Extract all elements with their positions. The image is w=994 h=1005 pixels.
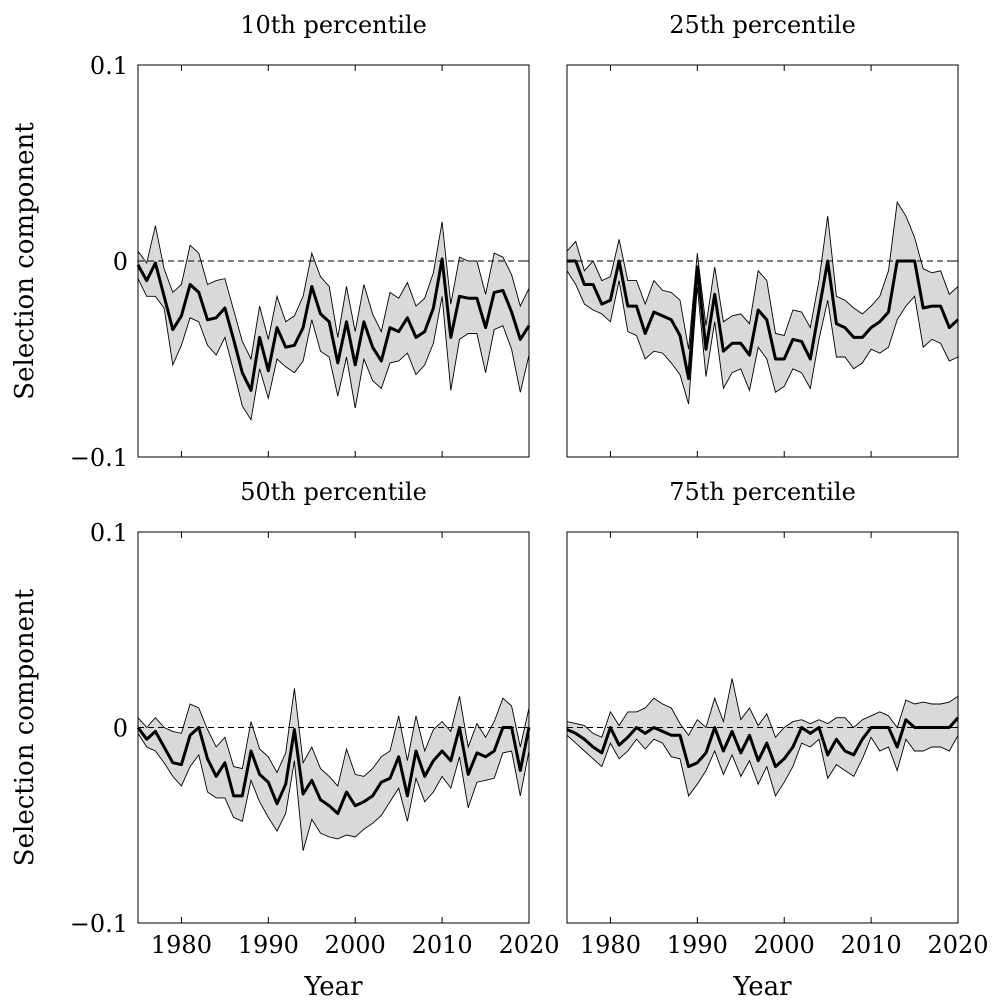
x-tick-label: 2010 — [412, 931, 473, 959]
lower-bound-line — [137, 733, 530, 851]
x-tick-label: 2010 — [841, 931, 902, 959]
y-axis-label: Selection component — [10, 122, 40, 400]
x-tick-label: 2000 — [325, 931, 386, 959]
upper-bound-line — [137, 221, 530, 361]
x-axis-label: Year — [303, 972, 363, 1002]
panel-title: 75th percentile — [669, 478, 856, 506]
panel-title: 25th percentile — [669, 11, 856, 39]
estimate-line — [136, 257, 531, 392]
x-tick-label: 1980 — [580, 931, 641, 959]
lower-bound-line — [566, 270, 959, 405]
panel-10th-percentile: −0.1 0 0.1 10th percentile Selection compone… — [10, 11, 531, 472]
upper-bound-line — [137, 688, 530, 788]
panel-25th-percentile: 25th percentile — [566, 11, 960, 458]
panel-75th-percentile: 1980 1990 2000 2010 2020 75th percentile Year — [566, 478, 989, 1002]
y-tick-label: 0.1 — [90, 52, 128, 80]
y-tick-label: 0 — [113, 248, 128, 276]
x-tick-label: 1980 — [151, 931, 212, 959]
panel-50th-percentile: 1980 1990 2000 2010 2020 −0.1 0 0.1 50th percent… — [10, 478, 560, 1002]
confidence-band — [567, 202, 958, 405]
y-tick-label: 0.1 — [90, 519, 128, 547]
estimate-line — [136, 726, 531, 815]
estimate-line — [566, 716, 960, 769]
y-tick-label: −0.1 — [70, 444, 128, 472]
y-axis-label: Selection component — [10, 588, 40, 866]
upper-bound-line — [566, 200, 959, 350]
lower-bound-line — [137, 278, 530, 422]
x-tick-label: 1990 — [238, 931, 299, 959]
upper-bound-line — [566, 678, 959, 739]
x-tick-label: 2000 — [754, 931, 815, 959]
confidence-band — [138, 688, 529, 851]
lower-bound-line — [566, 734, 959, 797]
x-tick-label: 2020 — [498, 931, 559, 959]
x-tick-label: 2020 — [927, 931, 988, 959]
panel-title: 10th percentile — [240, 11, 427, 39]
panel-title: 50th percentile — [240, 478, 427, 506]
y-tick-label: −0.1 — [70, 910, 128, 938]
y-tick-label: 0 — [113, 715, 128, 743]
estimate-line — [567, 259, 960, 381]
confidence-band — [138, 221, 529, 420]
x-axis-label: Year — [732, 972, 792, 1002]
x-tick-label: 1990 — [667, 931, 728, 959]
confidence-band — [567, 678, 958, 796]
